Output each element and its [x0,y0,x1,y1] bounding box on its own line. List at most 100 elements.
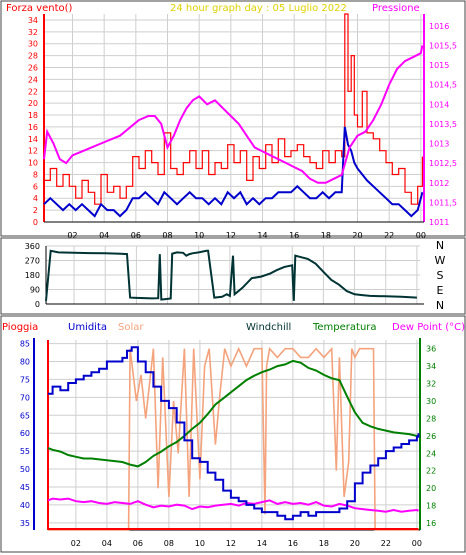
direction-chart-series [45,249,417,301]
hour-tick-label: 06 [131,231,141,240]
temperature-tick-label: 32 [426,380,436,389]
temperature-tick-label: 24 [426,449,436,458]
hour-tick-label: 22 [384,231,394,240]
legend-entry: Solar [118,322,144,333]
temperature-tick-label: 20 [426,484,436,493]
hour-tick-label: 04 [99,231,109,240]
wind-gust-line [44,13,423,205]
hour-tick-label: 02 [71,539,81,548]
humidity-tick-label: 50 [20,465,30,474]
hour-tick-label: 18 [321,231,331,240]
humidity-tick-label: 80 [20,358,30,367]
pressure-tick-label: 1014 [429,100,449,109]
hour-tick-label: 08 [164,539,174,548]
wind-tick-label: 2 [33,206,38,215]
pressure-tick-label: 1016 [429,22,449,31]
bottom-chart-x-ticks: 02 04 06 08 10 12 14 16 18 20 22 00 [71,539,422,548]
wind-tick-label: 24 [28,75,38,84]
direction-tick-label: 270 [25,257,40,266]
legend-entry: Temperatura [312,322,377,333]
hour-tick-label: 14 [257,539,267,548]
compass-label: N [436,299,444,312]
temperature-tick-label: 34 [426,362,436,371]
hour-tick-label: 20 [352,231,362,240]
hour-tick-label: 18 [319,539,329,548]
wind-tick-label: 22 [28,87,38,96]
wind-tick-label: 18 [28,111,38,120]
compass-label: S [437,269,444,282]
wind-axis-title: Forza vento() [6,3,73,14]
hour-tick-label: 10 [195,539,205,548]
humidity-tick-label: 60 [20,429,30,438]
hour-tick-label: 16 [289,231,299,240]
bottom-panel-border [0,315,466,553]
wind-tick-label: 12 [28,147,38,156]
temperature-tick-label: 16 [426,519,436,528]
wind-tick-label: 14 [28,135,38,144]
wind-tick-label: 0 [33,218,38,227]
temperature-tick-label: 22 [426,467,436,476]
hour-tick-label: 02 [67,231,77,240]
temperature-line [47,359,419,468]
wind-direction-line [45,249,417,301]
pressure-tick-label: 1011,5 [429,198,457,207]
hour-tick-label: 00 [416,231,426,240]
wind-tick-label: 20 [28,99,38,108]
hour-tick-label: 20 [350,539,360,548]
hour-tick-label: 14 [257,231,267,240]
temperature-tick-label: 36 [426,345,436,354]
wind-tick-label: 8 [33,170,38,179]
humidity-tick-label: 75 [20,375,30,384]
direction-tick-label: 360 [25,242,40,251]
top-chart-x-ticks: 02 04 06 08 10 12 14 16 18 20 22 00 [67,231,426,240]
pressure-tick-label: 1015 [429,61,449,70]
hour-tick-label: 16 [288,539,298,548]
hour-tick-label: 12 [226,231,236,240]
pressure-tick-label: 1012 [429,179,449,188]
pressure-tick-label: 1013 [429,140,449,149]
legend-entry: Pioggia [2,322,38,333]
compass-label: N [436,239,444,252]
solar-line [48,346,419,531]
hour-tick-label: 08 [162,231,172,240]
legend-entry: Windchill [246,322,291,333]
humidity-tick-label: 35 [20,519,30,528]
compass-label: W [435,254,446,267]
legend-entry: Dew Point (°C) [392,322,465,333]
wind-tick-label: 30 [28,40,38,49]
humidity-tick-label: 40 [20,501,30,510]
pressure-tick-label: 1014,5 [429,81,457,90]
wind-tick-label: 28 [28,52,38,61]
bottom-chart-legend: Pioggia Umidita Solar Windchill Temperatura D… [2,322,465,333]
humidity-axis-ticks: 35 40 45 50 55 60 65 70 75 80 85 [20,340,30,528]
humidity-tick-label: 55 [20,447,30,456]
humidity-line [48,346,420,521]
temperature-tick-label: 18 [426,502,436,511]
top-panel-border [0,0,466,237]
wind-tick-label: 4 [33,194,38,203]
direction-tick-label: 180 [25,271,40,280]
pressure-tick-label: 1011 [429,218,449,227]
pressure-tick-label: 1015,5 [429,41,457,50]
hour-tick-label: 12 [226,539,236,548]
direction-tick-label: 90 [30,286,40,295]
humidity-tick-label: 85 [20,340,30,349]
wind-tick-label: 34 [28,16,38,25]
top-chart-series [43,13,424,218]
temperature-tick-label: 28 [426,414,436,423]
hour-tick-label: 22 [381,539,391,548]
dewpoint-line [47,497,419,513]
direction-axis-ticks: 0 90 180 270 360 [25,242,40,309]
wind-tick-label: 26 [28,63,38,72]
humidity-tick-label: 65 [20,411,30,420]
pressure-tick-label: 1012,5 [429,159,457,168]
hour-tick-label: 06 [133,539,143,548]
humidity-tick-label: 70 [20,393,30,402]
wind-tick-label: 10 [28,159,38,168]
hour-tick-label: 10 [194,231,204,240]
hour-tick-label: 04 [102,539,112,548]
pressure-line [43,45,424,184]
